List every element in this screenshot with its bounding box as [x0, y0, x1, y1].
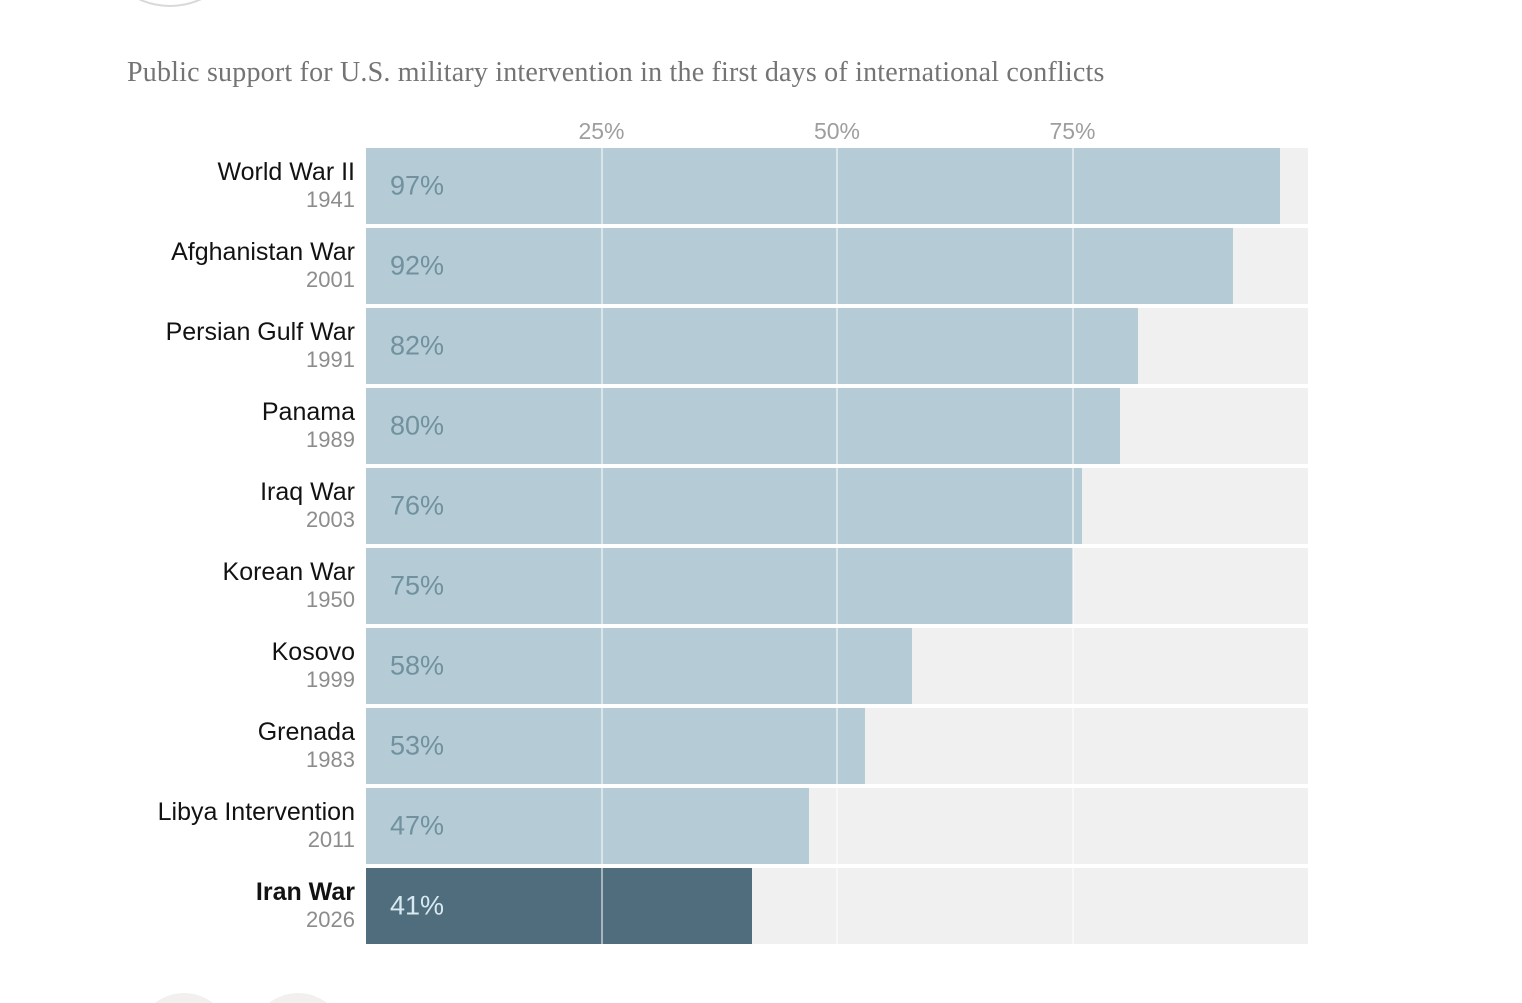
row-label: Grenada 1983 [0, 708, 366, 784]
conflict-name: Korean War [222, 558, 355, 587]
bar: 92% [366, 228, 1233, 304]
bar-track: 41% [366, 868, 1308, 944]
nav-button-left[interactable] [137, 993, 231, 1003]
row-label: Afghanistan War 2001 [0, 228, 366, 304]
bar-track: 76% [366, 468, 1308, 544]
conflict-year: 1950 [306, 587, 355, 613]
bar: 58% [366, 628, 913, 704]
row-label: Panama 1989 [0, 388, 366, 464]
x-axis-tick: 50% [813, 118, 861, 144]
conflict-name: Panama [261, 398, 355, 427]
bar-value-label: 53% [390, 730, 445, 761]
bar: 53% [366, 708, 866, 784]
nav-button-right[interactable] [251, 993, 345, 1003]
bar-track: 92% [366, 228, 1308, 304]
conflict-year: 2003 [306, 507, 355, 533]
bar: 47% [366, 788, 809, 864]
bar: 97% [366, 148, 1280, 224]
row-label: Iran War 2026 [0, 868, 366, 944]
conflict-year: 2026 [306, 907, 355, 933]
row-label: Libya Intervention 2011 [0, 788, 366, 864]
bar-track: 58% [366, 628, 1308, 704]
bar: 76% [366, 468, 1082, 544]
bar-row: World War II 1941 97% [0, 148, 1308, 224]
bar-value-label: 47% [390, 810, 445, 841]
x-axis-tick: 75% [1049, 118, 1096, 144]
bar: 41% [366, 868, 753, 944]
conflict-name: Persian Gulf War [165, 318, 355, 347]
conflict-year: 1991 [306, 347, 355, 373]
bar-chart: World War II 1941 97% Afghanistan War 20… [0, 148, 1308, 944]
bar-row: Persian Gulf War 1991 82% [0, 308, 1308, 384]
bar-value-label: 80% [390, 410, 445, 441]
conflict-year: 1983 [306, 747, 355, 773]
bar-value-label: 58% [390, 650, 445, 681]
bar-value-label: 41% [390, 890, 445, 921]
row-label: World War II 1941 [0, 148, 366, 224]
bar-value-label: 76% [390, 490, 445, 521]
bar-track: 82% [366, 308, 1308, 384]
bar-track: 97% [366, 148, 1308, 224]
bar-track: 75% [366, 548, 1308, 624]
bar-row: Iraq War 2003 76% [0, 468, 1308, 544]
bar-value-label: 75% [390, 570, 445, 601]
bar-row: Iran War 2026 41% [0, 868, 1308, 944]
bar-value-label: 92% [390, 250, 445, 281]
bar-row: Korean War 1950 75% [0, 548, 1308, 624]
conflict-name: World War II [217, 158, 355, 187]
conflict-name: Kosovo [271, 638, 355, 667]
conflict-name: Iraq War [260, 478, 355, 507]
row-label: Korean War 1950 [0, 548, 366, 624]
progress-ring [95, 0, 245, 7]
conflict-name: Libya Intervention [157, 798, 355, 827]
bar-track: 80% [366, 388, 1308, 464]
conflict-year: 1989 [306, 427, 355, 453]
row-label: Persian Gulf War 1991 [0, 308, 366, 384]
x-axis: 25% 50% 75% [366, 118, 1308, 146]
conflict-name: Afghanistan War [171, 238, 355, 267]
bar-track: 47% [366, 788, 1308, 864]
bar-row: Grenada 1983 53% [0, 708, 1308, 784]
bar-row: Libya Intervention 2011 47% [0, 788, 1308, 864]
conflict-year: 1941 [306, 187, 355, 213]
conflict-year: 2011 [307, 827, 355, 853]
bar-value-label: 97% [390, 170, 445, 201]
bar: 75% [366, 548, 1073, 624]
row-label: Iraq War 2003 [0, 468, 366, 544]
conflict-name: Grenada [257, 718, 355, 747]
bar: 80% [366, 388, 1120, 464]
conflict-year: 2001 [306, 267, 355, 293]
bar-value-label: 82% [390, 330, 445, 361]
chart-title: Public support for U.S. military interve… [127, 57, 1105, 88]
conflict-name: Iran War [255, 878, 355, 907]
bar-row: Kosovo 1999 58% [0, 628, 1308, 704]
bar-track: 53% [366, 708, 1308, 784]
bar-row: Afghanistan War 2001 92% [0, 228, 1308, 304]
bar: 82% [366, 308, 1139, 384]
bar-row: Panama 1989 80% [0, 388, 1308, 464]
conflict-year: 1999 [306, 667, 355, 693]
x-axis-tick: 25% [578, 118, 625, 144]
row-label: Kosovo 1999 [0, 628, 366, 704]
